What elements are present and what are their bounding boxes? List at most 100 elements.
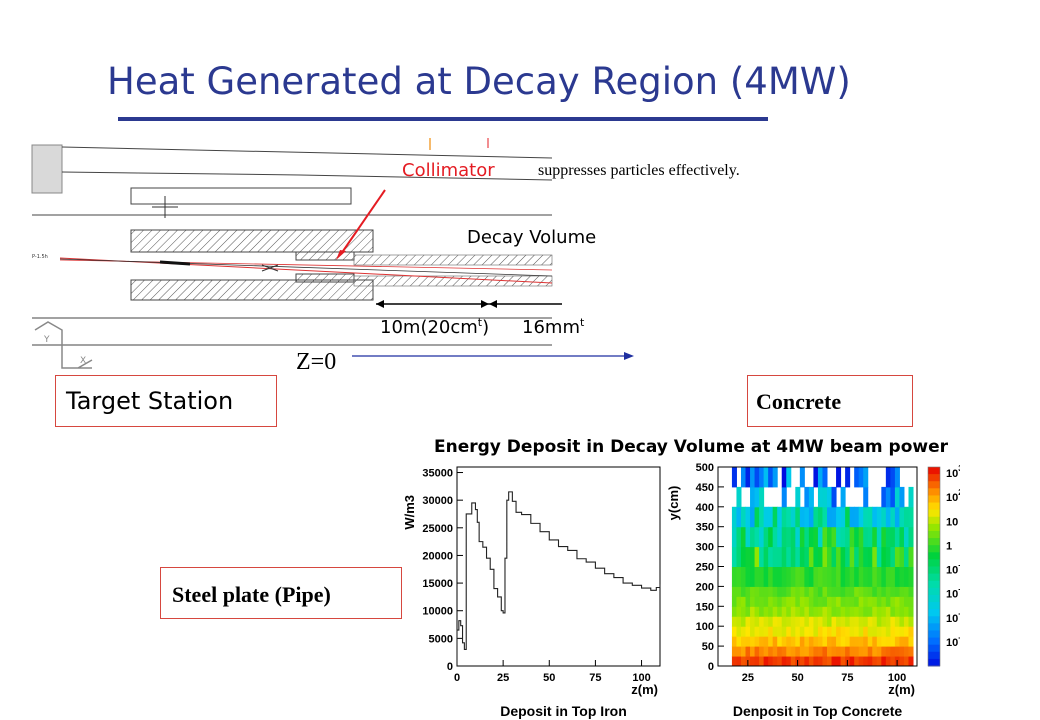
heatmap-cell xyxy=(745,467,751,488)
heatmap-cell xyxy=(845,467,851,488)
colorbar-swatch xyxy=(928,658,940,667)
heatmap-cell xyxy=(854,467,860,488)
heatmap-cell xyxy=(849,636,855,647)
heatmap-cell xyxy=(745,596,751,607)
heatmap-cell xyxy=(858,566,864,587)
heatmap-cell xyxy=(754,586,760,597)
heatmap-cell xyxy=(763,606,769,617)
heatmap-cell xyxy=(890,586,896,597)
heatmap-cell xyxy=(908,506,914,528)
heatmap-cell xyxy=(759,596,765,607)
heatmap-cell xyxy=(876,626,882,637)
heatmap-cell xyxy=(740,596,747,607)
heatmap-cell xyxy=(813,566,819,587)
heatmap-cell xyxy=(786,546,792,567)
heatmap-cell xyxy=(885,526,891,548)
heatmap-cell xyxy=(899,586,905,597)
heatmap-cell xyxy=(731,586,737,597)
heatmap-cell xyxy=(908,606,914,617)
heatmap-cell xyxy=(827,596,833,607)
heatmap-cell xyxy=(736,656,742,667)
heatmap-cell xyxy=(845,626,851,637)
heatmap-cell xyxy=(894,546,900,567)
heatmap-cell xyxy=(750,626,756,637)
heatmap-cell xyxy=(840,596,846,607)
collimator-lower xyxy=(295,273,355,283)
heatmap-cell xyxy=(799,586,805,597)
dimension-label-right: 16mmt xyxy=(522,316,585,338)
heatmap-cell xyxy=(799,467,805,488)
colorbar-swatch xyxy=(928,538,940,546)
crosshair xyxy=(152,196,178,218)
heatmap-cell xyxy=(731,546,737,567)
heatmap-cell xyxy=(899,626,905,637)
target-mark xyxy=(159,260,191,266)
heatmap-cell xyxy=(804,486,810,508)
heatmap-cell xyxy=(731,636,737,647)
heatmap-cell xyxy=(885,566,891,587)
heatmap-cell xyxy=(867,546,873,567)
right-y-tick-label: 150 xyxy=(696,601,714,613)
heatmap-cell xyxy=(836,656,842,667)
heatmap-cell xyxy=(736,526,742,548)
heatmap-cell xyxy=(858,646,864,657)
heatmap-cell xyxy=(831,526,837,548)
heatmap-cell xyxy=(786,506,792,528)
heatmap-cell xyxy=(740,636,747,647)
heatmap-cell xyxy=(822,546,828,567)
heatmap-cell xyxy=(845,526,851,548)
heatmap-cell xyxy=(881,526,887,548)
heatmap-cell xyxy=(790,616,796,627)
heatmap-cell xyxy=(908,636,914,647)
heatmap-cell xyxy=(903,586,909,597)
z-origin-label: Z=0 xyxy=(296,349,337,375)
left-y-tick-label: 10000 xyxy=(422,606,453,618)
left-x-tick-label: 25 xyxy=(497,672,509,684)
heatmap-cell xyxy=(813,467,819,488)
heatmap-cell xyxy=(849,546,855,567)
heatmap-cell xyxy=(804,526,810,548)
heatmap-cell xyxy=(890,596,896,607)
heatmap-cell xyxy=(822,586,828,597)
heatmap-cell xyxy=(759,486,765,508)
heatmap-cell xyxy=(840,646,846,657)
heatmap-cell xyxy=(804,656,810,667)
heatmap-cell xyxy=(876,586,882,597)
heatmap-cell xyxy=(876,566,882,587)
heatmap-cell xyxy=(872,526,878,548)
heatmap-cell xyxy=(885,606,891,617)
heatmap-cell xyxy=(790,586,796,597)
heatmap-cell xyxy=(750,596,756,607)
heatmap-cell xyxy=(872,566,878,587)
heatmap-cell xyxy=(817,566,823,587)
heatmap-cell xyxy=(750,506,756,528)
heatmap-cell xyxy=(790,506,796,528)
heatmap-cell xyxy=(817,546,823,567)
heatmap-cell xyxy=(876,636,882,647)
heatmap-cell xyxy=(768,636,774,647)
heatmap-cell xyxy=(781,586,787,597)
heatmap-cell xyxy=(768,606,774,617)
heatmap-cell xyxy=(745,606,751,617)
colorbar-swatch xyxy=(928,651,940,660)
heatmap-cell xyxy=(754,646,760,657)
heatmap-cell xyxy=(795,486,801,508)
heatmap-cell xyxy=(777,606,783,617)
heatmap-cell xyxy=(845,646,851,657)
right-y-tick-label: 450 xyxy=(696,482,714,494)
heatmap-cell xyxy=(831,646,837,657)
heatmap-cell xyxy=(750,566,756,587)
heatmap-cell xyxy=(872,616,878,627)
heatmap-cell xyxy=(750,586,756,597)
heatmap-cell xyxy=(781,636,787,647)
heatmap-cell xyxy=(899,546,905,567)
heatmap-cell xyxy=(827,566,833,587)
collimator-pointer xyxy=(340,189,386,255)
heatmap-cell xyxy=(890,616,896,627)
heatmap-cell xyxy=(831,486,837,508)
heatmap-cell xyxy=(858,616,864,627)
right-x-tick-label: 50 xyxy=(791,672,803,684)
svg-text:P-1.5h: P-1.5h xyxy=(32,254,48,260)
heatmap-cell xyxy=(763,646,769,657)
